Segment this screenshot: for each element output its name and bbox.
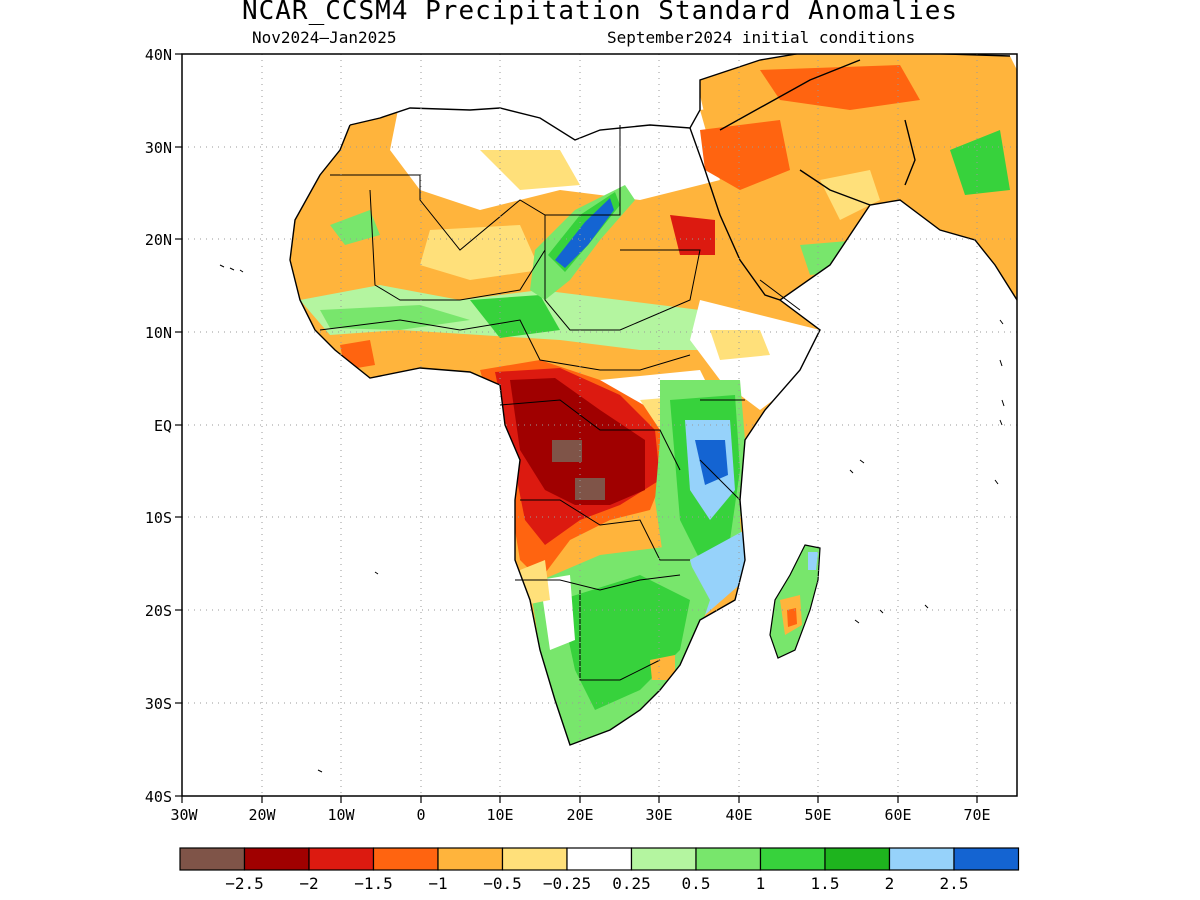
colorbar-label: −1	[428, 874, 447, 893]
colorbar-swatch	[566, 847, 633, 871]
lon-label: 30W	[170, 806, 198, 824]
colorbar-label: 2	[885, 874, 895, 893]
colorbar-swatch	[824, 847, 891, 871]
colorbar-label: 2.5	[940, 874, 969, 893]
colorbar-swatch	[630, 847, 697, 871]
colorbar-label: −0.25	[543, 874, 591, 893]
colorbar-label: −0.5	[483, 874, 522, 893]
initial-conditions: September2024 initial conditions	[607, 28, 916, 47]
colorbar-swatch	[953, 847, 1020, 871]
lat-label: 40S	[145, 788, 172, 806]
coastlines	[289, 54, 1017, 746]
lon-label: 10W	[327, 806, 355, 824]
islands	[219, 264, 1005, 773]
lat-label: 40N	[145, 46, 172, 64]
colorbar-label: 0.25	[612, 874, 651, 893]
lat-label: 10N	[145, 324, 172, 342]
colorbar-swatch	[179, 847, 246, 871]
lat-label: EQ	[154, 417, 172, 435]
axis-ticks	[175, 53, 978, 803]
colorbar-label: −2	[299, 874, 318, 893]
lon-label: 70E	[963, 806, 990, 824]
lon-label: 20W	[248, 806, 276, 824]
colorbar-swatch	[888, 847, 955, 871]
colorbar-label: −2.5	[225, 874, 264, 893]
lat-label: 20S	[145, 602, 172, 620]
madagascar	[769, 544, 821, 659]
country-borders	[319, 125, 801, 681]
map-title: NCAR_CCSM4 Precipitation Standard Anomal…	[241, 0, 959, 26]
colorbar-label: 0.5	[682, 874, 711, 893]
lon-label: 30E	[645, 806, 672, 824]
forecast-period: Nov2024–Jan2025	[252, 28, 397, 47]
lon-label: 10E	[486, 806, 513, 824]
graticule	[182, 54, 1017, 796]
colorbar-swatch	[501, 847, 568, 871]
lat-label: 10S	[145, 509, 172, 527]
lon-label: 40E	[725, 806, 752, 824]
lon-labels: 30W 20W 10W 0 10E 20E 30E 40E 50E 60E 70…	[170, 806, 990, 824]
lon-label: 50E	[804, 806, 831, 824]
lon-label: 20E	[566, 806, 593, 824]
lon-label: 0	[416, 806, 425, 824]
colorbar-legend: −2.5 −2 −1.5 −1 −0.5 −0.25 0.25 0.5 1 1.5 2 2.5	[179, 847, 1020, 893]
colorbar-label: −1.5	[354, 874, 393, 893]
lat-label: 30N	[145, 139, 172, 157]
colorbar-swatch	[372, 847, 439, 871]
colorbar-swatch	[437, 847, 504, 871]
colorbar-label: 1	[756, 874, 766, 893]
colorbar-swatch	[243, 847, 310, 871]
lon-label: 60E	[884, 806, 911, 824]
colorbar-swatch	[308, 847, 375, 871]
lat-label: 30S	[145, 695, 172, 713]
colorbar-label: 1.5	[811, 874, 840, 893]
lat-label: 20N	[145, 231, 172, 249]
colorbar-swatch	[759, 847, 826, 871]
lat-labels: 40N 30N 20N 10N EQ 10S 20S 30S 40S	[145, 46, 172, 806]
colorbar-swatch	[695, 847, 762, 871]
